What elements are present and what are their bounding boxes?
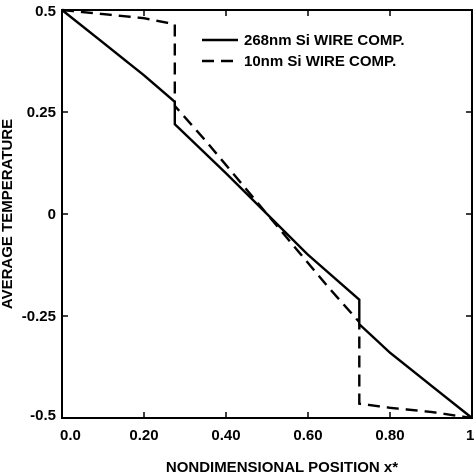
x-tick-label-3: 0.60 (293, 427, 322, 444)
x-tick-label-0: 0.0 (60, 427, 81, 444)
x-tick-label-1: 0.20 (129, 427, 158, 444)
y-axis-label: AVERAGE TEMPERATURE (0, 119, 16, 309)
y-tick-label-4: -0.5 (30, 407, 56, 424)
series-line-1 (61, 8, 473, 420)
y-tick-label-2: 0 (48, 206, 56, 223)
x-tick-label-4: 0.80 (375, 427, 404, 444)
x-tick-label-2: 0.40 (211, 427, 240, 444)
series-layer (61, 8, 473, 420)
legend-label-1: 10nm Si WIRE COMP. (244, 53, 396, 70)
x-tick-label-5: 1. (466, 427, 474, 444)
series-line-0 (61, 9, 473, 419)
legend: 268nm Si WIRE COMP. 10nm Si WIRE COMP. (202, 32, 405, 70)
legend-label-0: 268nm Si WIRE COMP. (244, 32, 405, 49)
y-tick-label-3: -0.25 (22, 308, 56, 325)
x-axis-label: NONDIMENSIONAL POSITION x* (166, 459, 398, 474)
y-tick-label-0: 0.5 (35, 3, 56, 20)
y-tick-label-1: 0.25 (27, 104, 56, 121)
